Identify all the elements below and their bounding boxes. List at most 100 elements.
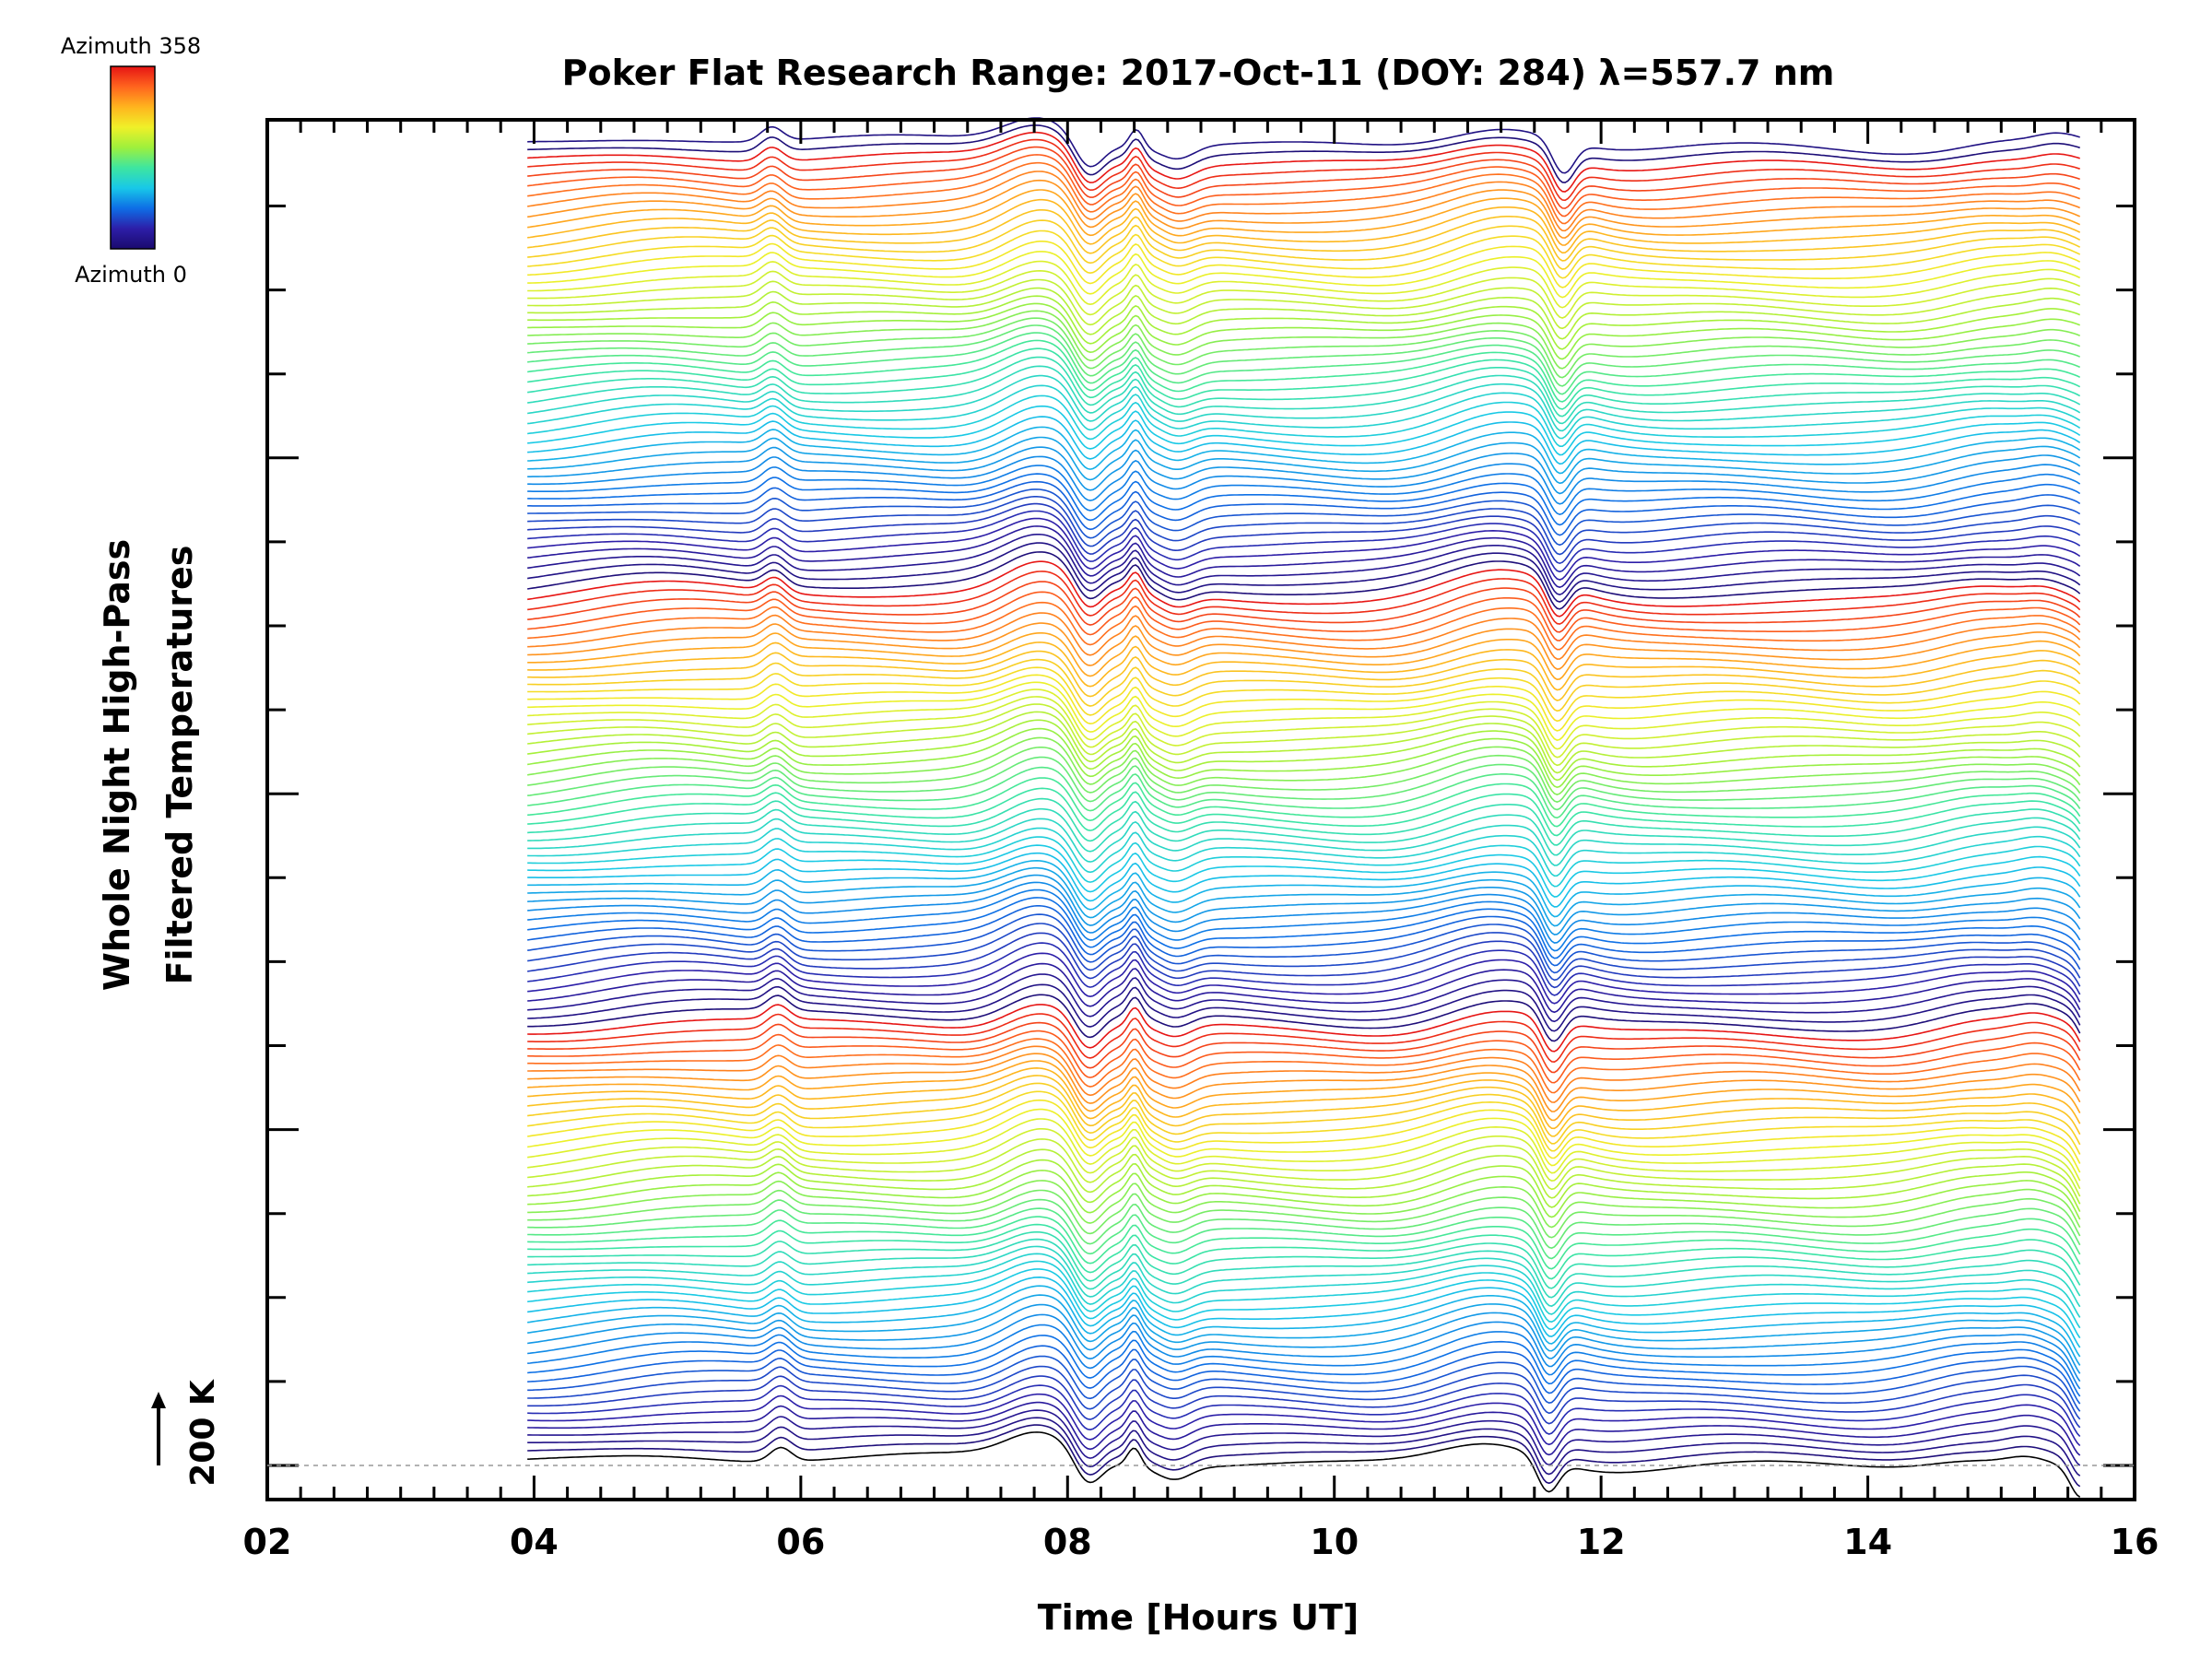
azimuth-trace bbox=[527, 581, 2081, 633]
azimuth-trace bbox=[527, 952, 2081, 1005]
azimuth-trace bbox=[527, 1313, 2081, 1382]
azimuth-trace bbox=[527, 641, 2081, 691]
azimuth-trace bbox=[527, 1365, 2081, 1420]
data-traces bbox=[527, 117, 2081, 1498]
azimuth-trace bbox=[527, 465, 2081, 516]
azimuth-trace bbox=[527, 1060, 2081, 1122]
azimuth-trace bbox=[527, 1128, 2081, 1190]
azimuth-trace bbox=[527, 1198, 2081, 1249]
azimuth-trace bbox=[527, 897, 2081, 959]
azimuth-trace bbox=[527, 1045, 2081, 1103]
azimuth-trace bbox=[527, 932, 2081, 989]
azimuth-trace bbox=[527, 1294, 2081, 1366]
azimuth-trace bbox=[527, 1118, 2081, 1182]
azimuth-trace bbox=[527, 219, 2081, 270]
azimuth-trace bbox=[527, 727, 2081, 789]
azimuth-trace bbox=[527, 1268, 2081, 1339]
azimuth-trace bbox=[527, 1324, 2081, 1390]
azimuth-trace bbox=[527, 446, 2081, 495]
azimuth-trace bbox=[527, 632, 2081, 681]
azimuth-trace bbox=[527, 1393, 2081, 1447]
azimuth-trace bbox=[527, 913, 2081, 974]
azimuth-trace bbox=[527, 534, 2081, 596]
x-tick-label: 12 bbox=[1577, 1522, 1626, 1562]
azimuth-trace bbox=[527, 269, 2081, 319]
azimuth-trace bbox=[527, 131, 2080, 193]
colorbar-top-label: Azimuth 358 bbox=[61, 33, 201, 59]
azimuth-trace bbox=[527, 1159, 2081, 1212]
azimuth-trace bbox=[527, 161, 2080, 225]
azimuth-trace bbox=[527, 517, 2081, 581]
azimuth-trace bbox=[527, 1417, 2081, 1477]
azimuth-trace bbox=[527, 827, 2081, 877]
azimuth-trace bbox=[527, 905, 2081, 967]
azimuth-trace bbox=[527, 124, 2080, 183]
y-axis-label-line2: Filtered Temperatures bbox=[159, 546, 200, 985]
x-tick-label: 04 bbox=[510, 1522, 559, 1562]
colorbar-bottom-label: Azimuth 0 bbox=[75, 262, 187, 288]
azimuth-trace bbox=[527, 278, 2081, 330]
azimuth-trace bbox=[527, 287, 2081, 340]
azimuth-trace bbox=[527, 1384, 2081, 1438]
azimuth-trace bbox=[527, 1375, 2081, 1429]
azimuth-trace bbox=[527, 1030, 2081, 1084]
azimuth-trace bbox=[527, 942, 2081, 996]
azimuth-trace bbox=[527, 332, 2081, 395]
azimuth-trace bbox=[527, 347, 2081, 410]
azimuth-trace bbox=[527, 756, 2081, 811]
azimuth-trace bbox=[527, 1038, 2081, 1094]
azimuth-trace bbox=[527, 1401, 2081, 1456]
azimuth-trace bbox=[527, 502, 2081, 565]
azimuth-trace bbox=[527, 317, 2081, 379]
azimuth-trace bbox=[527, 650, 2081, 701]
y-axis-label-line1: Whole Night High-Pass bbox=[97, 539, 137, 991]
azimuth-trace bbox=[527, 394, 2081, 447]
azimuth-trace bbox=[527, 787, 2081, 837]
azimuth-trace bbox=[527, 1138, 2081, 1197]
azimuth-trace bbox=[527, 117, 2080, 174]
azimuth-trace bbox=[527, 365, 2081, 425]
azimuth-trace bbox=[527, 1108, 2081, 1173]
azimuth-trace bbox=[527, 571, 2081, 625]
azimuth-trace bbox=[527, 384, 2081, 440]
azimuth-trace bbox=[527, 525, 2081, 589]
azimuth-trace bbox=[527, 1180, 2081, 1229]
azimuth-trace bbox=[527, 374, 2081, 432]
azimuth-trace bbox=[527, 1189, 2081, 1239]
azimuth-trace bbox=[527, 719, 2081, 782]
scale-bar: 200 K bbox=[151, 1379, 222, 1487]
azimuth-trace bbox=[527, 1004, 2081, 1053]
azimuth-trace bbox=[527, 1424, 2081, 1488]
azimuth-trace bbox=[527, 612, 2081, 660]
x-tick-label: 02 bbox=[243, 1522, 292, 1562]
azimuth-trace bbox=[527, 1075, 2081, 1137]
azimuth-trace bbox=[527, 1238, 2081, 1299]
azimuth-trace bbox=[527, 496, 2081, 556]
azimuth-trace bbox=[527, 681, 2081, 741]
x-axis-label: Time [Hours UT] bbox=[1038, 1597, 1359, 1638]
azimuth-trace bbox=[527, 542, 2081, 603]
azimuth-trace bbox=[527, 658, 2081, 712]
azimuth-trace bbox=[527, 1013, 2081, 1064]
azimuth-trace bbox=[527, 510, 2081, 573]
azimuth-trace bbox=[527, 703, 2081, 767]
azimuth-trace bbox=[527, 1021, 2081, 1074]
azimuth-trace bbox=[527, 1245, 2081, 1308]
azimuth-trace bbox=[527, 747, 2081, 803]
azimuth-trace bbox=[527, 405, 2081, 456]
azimuth-trace bbox=[527, 455, 2081, 505]
azimuth-trace bbox=[527, 666, 2081, 723]
x-tick-label: 06 bbox=[776, 1522, 825, 1562]
x-tick-label: 16 bbox=[2111, 1522, 2159, 1562]
azimuth-trace bbox=[527, 1431, 2081, 1498]
azimuth-trace bbox=[527, 189, 2081, 246]
azimuth-trace bbox=[527, 874, 2081, 935]
azimuth-trace bbox=[527, 973, 2081, 1023]
azimuth-trace bbox=[527, 962, 2081, 1014]
azimuth-trace bbox=[527, 923, 2081, 982]
azimuth-trace bbox=[527, 866, 2081, 927]
azimuth-trace bbox=[527, 551, 2081, 610]
azimuth-trace bbox=[527, 1099, 2081, 1164]
azimuth-trace bbox=[527, 818, 2081, 866]
azimuth-trace bbox=[527, 1066, 2081, 1130]
